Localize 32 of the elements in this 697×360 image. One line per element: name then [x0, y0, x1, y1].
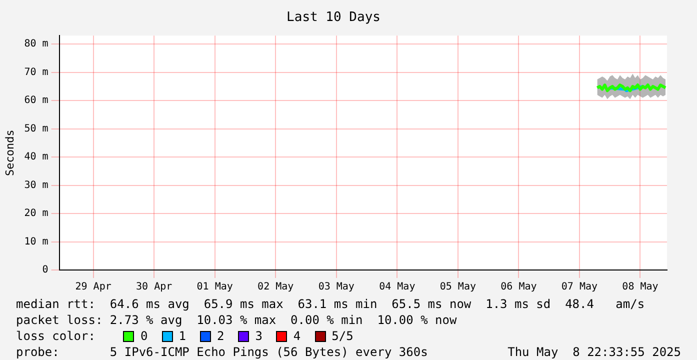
- x-tick-label: 29 Apr: [75, 282, 112, 293]
- y-tick-label: 50 m: [24, 123, 48, 134]
- x-tick-label: 30 Apr: [136, 282, 172, 293]
- x-tick-label: 03 May: [318, 282, 354, 293]
- x-tick-label: 01 May: [196, 282, 233, 293]
- text: loss color:: [16, 328, 96, 344]
- y-tick-label: 10 m: [24, 236, 48, 248]
- y-axis-title: Seconds: [3, 130, 16, 176]
- legend-label: 5/5: [332, 328, 354, 344]
- chart-title: Last 10 Days: [286, 10, 380, 26]
- x-tick-label: 06 May: [500, 282, 537, 293]
- text: probe: 5 IPv6-ICMP Echo Pings (56 Bytes) every 360s: [16, 344, 428, 360]
- y-tick-label: 0: [42, 264, 48, 276]
- legend-label: 4: [293, 328, 301, 344]
- legend-label: 1: [178, 328, 186, 344]
- text: median rtt: 64.6 ms avg 65.9 ms max 63.1 ms min 65.5 ms now 1.3 ms sd 48.4 am/s: [16, 296, 646, 312]
- x-tick-label: 07 May: [561, 282, 598, 293]
- legend-label: 0: [140, 328, 148, 344]
- legend-label: 3: [255, 328, 262, 344]
- x-tick-label: 04 May: [379, 282, 416, 293]
- x-tick-label: 02 May: [258, 282, 294, 293]
- y-tick-label: 30 m: [24, 180, 48, 191]
- y-tick-label: 80 m: [24, 38, 48, 50]
- text: packet loss: 2.73 % avg 10.03 % max 0.00 % min 10.00 % now: [16, 312, 458, 328]
- legend-label: 2: [216, 328, 224, 344]
- x-tick-label: 05 May: [440, 282, 476, 293]
- y-tick-label: 60 m: [24, 95, 48, 106]
- x-tick-label: 08 May: [622, 282, 658, 293]
- text: Thu May 8 22:33:55 2025: [508, 344, 681, 360]
- y-tick-label: 20 m: [24, 208, 48, 220]
- y-tick-label: 40 m: [24, 152, 48, 163]
- y-tick-label: 70 m: [24, 66, 48, 78]
